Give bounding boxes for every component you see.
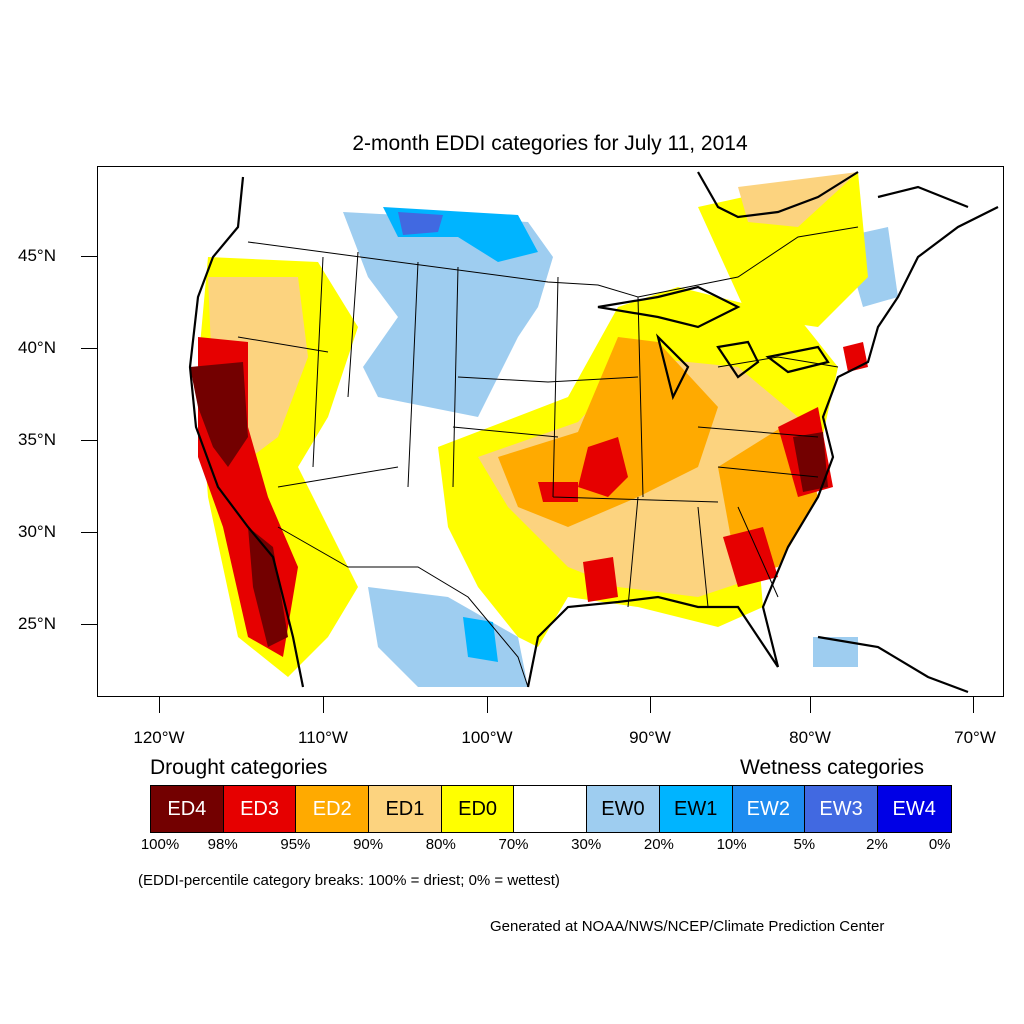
pacific-coastline [188, 176, 305, 688]
lon-tick-120 [159, 697, 160, 713]
legend-cell-ew0: EW0 [587, 786, 660, 832]
lat-tick-35 [81, 440, 97, 441]
atlantic-coastline [761, 206, 999, 668]
quebec-coastline [697, 171, 969, 219]
northeast-drought-ed0 [698, 172, 868, 327]
credit-line: Generated at NOAA/NWS/NCEP/Climate Predi… [490, 918, 885, 935]
category-breaks-note: (EDDI-percentile category breaks: 100% =… [138, 872, 560, 889]
lat-label-40: 40°N [18, 338, 56, 357]
florida-keys-wet [813, 637, 858, 667]
lat-tick-30 [81, 532, 97, 533]
lat-tick-40 [81, 348, 97, 349]
lat-label-45: 45°N [18, 246, 56, 265]
california-drought-ed4 [190, 362, 248, 467]
percentile-label: 30% [571, 836, 602, 853]
legend-cell-ed0: ED0 [441, 786, 515, 832]
percentile-label: 10% [716, 836, 747, 853]
lon-tick-110 [323, 697, 324, 713]
legend-cell-ed4: ED4 [151, 786, 224, 832]
arkansas-drought-ed3 [578, 437, 628, 497]
lon-tick-80 [810, 697, 811, 713]
percentile-label: 2% [866, 836, 888, 853]
drought-heading: Drought categories [150, 756, 328, 779]
cuba-coastline [817, 635, 969, 694]
lat-label-25: 25°N [18, 614, 56, 633]
percentile-label: 5% [793, 836, 816, 853]
lat-tick-45 [81, 256, 97, 257]
category-legend: ED4 ED3 ED2 ED1 ED0 EW0 EW1 EW2 EW3 EW4 [150, 785, 952, 833]
lat-tick-25 [81, 624, 97, 625]
lon-label-120: 120°W [133, 728, 185, 747]
legend-cell-ed3: ED3 [223, 786, 297, 832]
state-lines-east [697, 356, 839, 608]
legend-cell-normal [514, 786, 588, 832]
northern-plains-wet-area [343, 212, 553, 417]
oklahoma-drought-ed3 [538, 482, 578, 502]
state-lines-west [237, 251, 459, 488]
legend-cell-ed1: ED1 [369, 786, 442, 832]
lon-tick-100 [487, 697, 488, 713]
map-title: 2-month EDDI categories for July 11, 201… [352, 132, 748, 155]
legend-cell-ew4: EW4 [877, 786, 951, 832]
lon-label-110: 110°W [298, 728, 348, 747]
us-mexico-border [277, 526, 529, 688]
north-carolina-drought-ed4 [793, 432, 828, 492]
legend-cell-ew3: EW3 [805, 786, 878, 832]
lat-label-35: 35°N [18, 430, 56, 449]
coastlines [188, 171, 999, 694]
lon-label-80: 80°W [789, 728, 831, 747]
lon-label-90: 90°W [629, 728, 671, 747]
legend-cell-ew1: EW1 [659, 786, 733, 832]
percentile-label: 80% [425, 836, 456, 853]
lon-label-70: 70°W [954, 728, 996, 747]
percentile-label: 0% [928, 836, 951, 853]
lon-tick-70 [973, 697, 974, 713]
georgia-drought-ed3 [723, 527, 778, 587]
legend-cell-ed2: ED2 [296, 786, 370, 832]
montana-wet-core [398, 212, 443, 235]
gulf-coastline [526, 595, 779, 688]
boundaries [237, 226, 859, 688]
lon-tick-90 [650, 697, 651, 713]
percentile-label: 95% [280, 836, 311, 853]
state-lines-central [452, 276, 719, 608]
texas-wet-core [463, 617, 498, 662]
eddi-map [97, 166, 1004, 697]
percentile-label: 90% [353, 836, 384, 853]
percentile-label: 100% [140, 836, 180, 853]
percentile-label: 70% [498, 836, 529, 853]
eddi-map-canvas [188, 171, 999, 694]
wetness-heading: Wetness categories [740, 756, 925, 779]
percentile-label: 20% [643, 836, 674, 853]
southwest-wet-area [368, 587, 528, 687]
louisiana-drought-ed3 [583, 557, 618, 602]
wetness-regions [343, 207, 898, 687]
percentile-label: 98% [207, 836, 238, 853]
lon-label-100: 100°W [461, 728, 513, 747]
legend-cell-ew2: EW2 [732, 786, 806, 832]
drought-ed4-regions [190, 362, 828, 647]
lat-label-30: 30°N [18, 522, 56, 541]
great-lakes-outline [597, 285, 830, 401]
us-canada-border [247, 226, 859, 298]
southern-california-drought-ed4 [248, 527, 288, 647]
